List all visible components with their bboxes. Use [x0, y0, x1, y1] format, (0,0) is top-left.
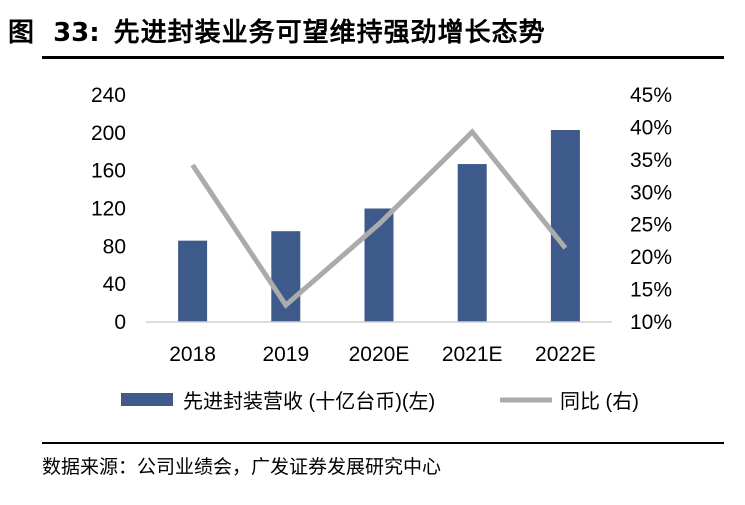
left-axis-tick-label: 0 — [114, 311, 126, 334]
bar-series — [178, 129, 580, 322]
left-axis-tick-label: 80 — [103, 235, 126, 258]
bar-2020E — [364, 208, 394, 322]
left-axis-tick-label: 160 — [91, 160, 126, 183]
title-rule — [42, 56, 724, 59]
left-axis-tick-label: 240 — [91, 84, 126, 107]
right-axis-tick-label: 25% — [630, 214, 672, 237]
figure-label: 图 33: — [8, 17, 100, 48]
chart-title: 图 33: 先进封装业务可望维持强劲增长态势 — [8, 10, 728, 50]
x-tick-label: 2020E — [349, 343, 410, 366]
source-note: 数据来源：公司业绩会，广发证券发展研究中心 — [42, 456, 442, 478]
legend-line-label: 同比 (右) — [560, 390, 639, 413]
x-tick-label: 2019 — [262, 343, 309, 366]
right-axis-tick-label: 45% — [630, 84, 672, 107]
line-series — [190, 128, 568, 309]
legend-bar-label: 先进封装营收 (十亿台币)(左) — [183, 390, 435, 413]
right-axis-tick-label: 35% — [630, 149, 672, 172]
title-text: 先进封装业务可望维持强劲增长态势 — [113, 17, 546, 48]
right-axis-tick-label: 40% — [630, 116, 672, 139]
left-axis: 0 40 80 120 160 200 240 — [91, 84, 126, 334]
x-tick-label: 2021E — [442, 343, 503, 366]
x-axis-labels: 2018 2019 2020E 2021E 2022E — [169, 343, 596, 366]
bar-2022E — [550, 129, 580, 322]
source-rule — [42, 442, 724, 444]
x-tick-label: 2018 — [169, 343, 216, 366]
right-axis-tick-label: 20% — [630, 246, 672, 269]
legend: 先进封装营收 (十亿台币)(左) 同比 (右) — [121, 390, 639, 413]
right-axis-tick-label: 10% — [630, 311, 672, 334]
bar-2018 — [178, 240, 208, 322]
chart-area: 0 40 80 120 160 200 240 10% 15% 20% 25% 30% 35% 40% 4… — [91, 84, 672, 413]
right-axis-tick-label: 15% — [630, 279, 672, 302]
left-axis-tick-label: 40 — [103, 273, 126, 296]
right-axis: 10% 15% 20% 25% 30% 35% 40% 45% — [630, 84, 672, 334]
legend-bar-swatch — [121, 393, 173, 406]
left-axis-tick-label: 200 — [91, 122, 126, 145]
x-tick-label: 2022E — [535, 343, 596, 366]
bar-2021E — [457, 164, 487, 322]
left-axis-tick-label: 120 — [91, 198, 126, 221]
right-axis-tick-label: 30% — [630, 181, 672, 204]
